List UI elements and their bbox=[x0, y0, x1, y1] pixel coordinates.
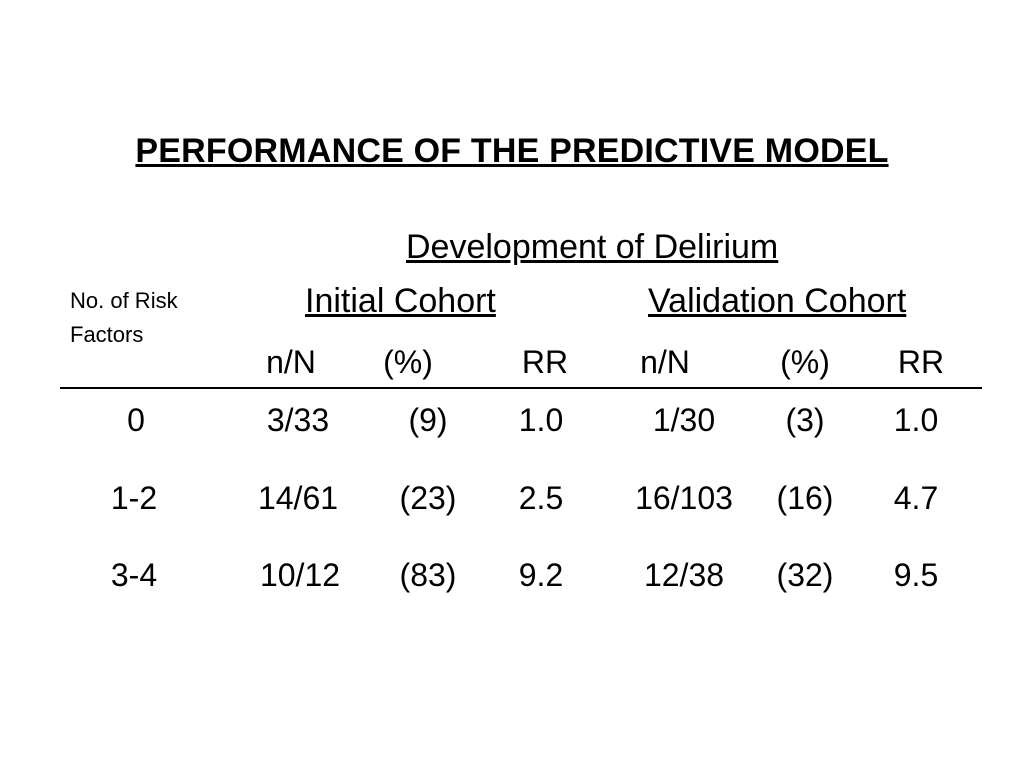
initial-cohort-header: Initial Cohort bbox=[305, 282, 496, 320]
table-super-header: Development of Delirium bbox=[406, 228, 779, 266]
column-header: (%) bbox=[780, 344, 830, 380]
column-header: n/N bbox=[640, 344, 690, 380]
column-header: RR bbox=[521, 344, 569, 380]
table-cell: 9.5 bbox=[893, 557, 939, 593]
slide-title: PERFORMANCE OF THE PREDICTIVE MODEL bbox=[135, 132, 889, 170]
table-cell: (83) bbox=[399, 557, 457, 593]
table-cell: 14/61 bbox=[257, 480, 339, 516]
table-cell: (16) bbox=[776, 480, 834, 516]
table-cell: 16/103 bbox=[635, 480, 733, 516]
risk-factor-count: 3-4 bbox=[110, 557, 158, 593]
table-cell: (9) bbox=[408, 402, 448, 438]
table-cell: 4.7 bbox=[893, 480, 939, 516]
column-header: RR bbox=[897, 344, 945, 380]
table-cell: 9.2 bbox=[518, 557, 564, 593]
risk-factor-count: 0 bbox=[127, 402, 145, 438]
column-header: n/N bbox=[266, 344, 316, 380]
table-cell: 1/30 bbox=[652, 402, 716, 438]
table-cell: 10/12 bbox=[259, 557, 341, 593]
table-cell: (23) bbox=[399, 480, 457, 516]
column-header: (%) bbox=[383, 344, 433, 380]
table-cell: 2.5 bbox=[518, 480, 564, 516]
risk-factor-count: 1-2 bbox=[110, 480, 158, 516]
table-cell: (3) bbox=[785, 402, 825, 438]
header-divider bbox=[60, 387, 982, 389]
validation-cohort-header: Validation Cohort bbox=[648, 282, 907, 320]
table-cell: (32) bbox=[776, 557, 834, 593]
table-cell: 1.0 bbox=[893, 402, 939, 438]
risk-factors-header: No. of Risk Factors bbox=[70, 288, 178, 347]
table-cell: 1.0 bbox=[518, 402, 564, 438]
table-cell: 12/38 bbox=[643, 557, 725, 593]
table-cell: 3/33 bbox=[266, 402, 330, 438]
